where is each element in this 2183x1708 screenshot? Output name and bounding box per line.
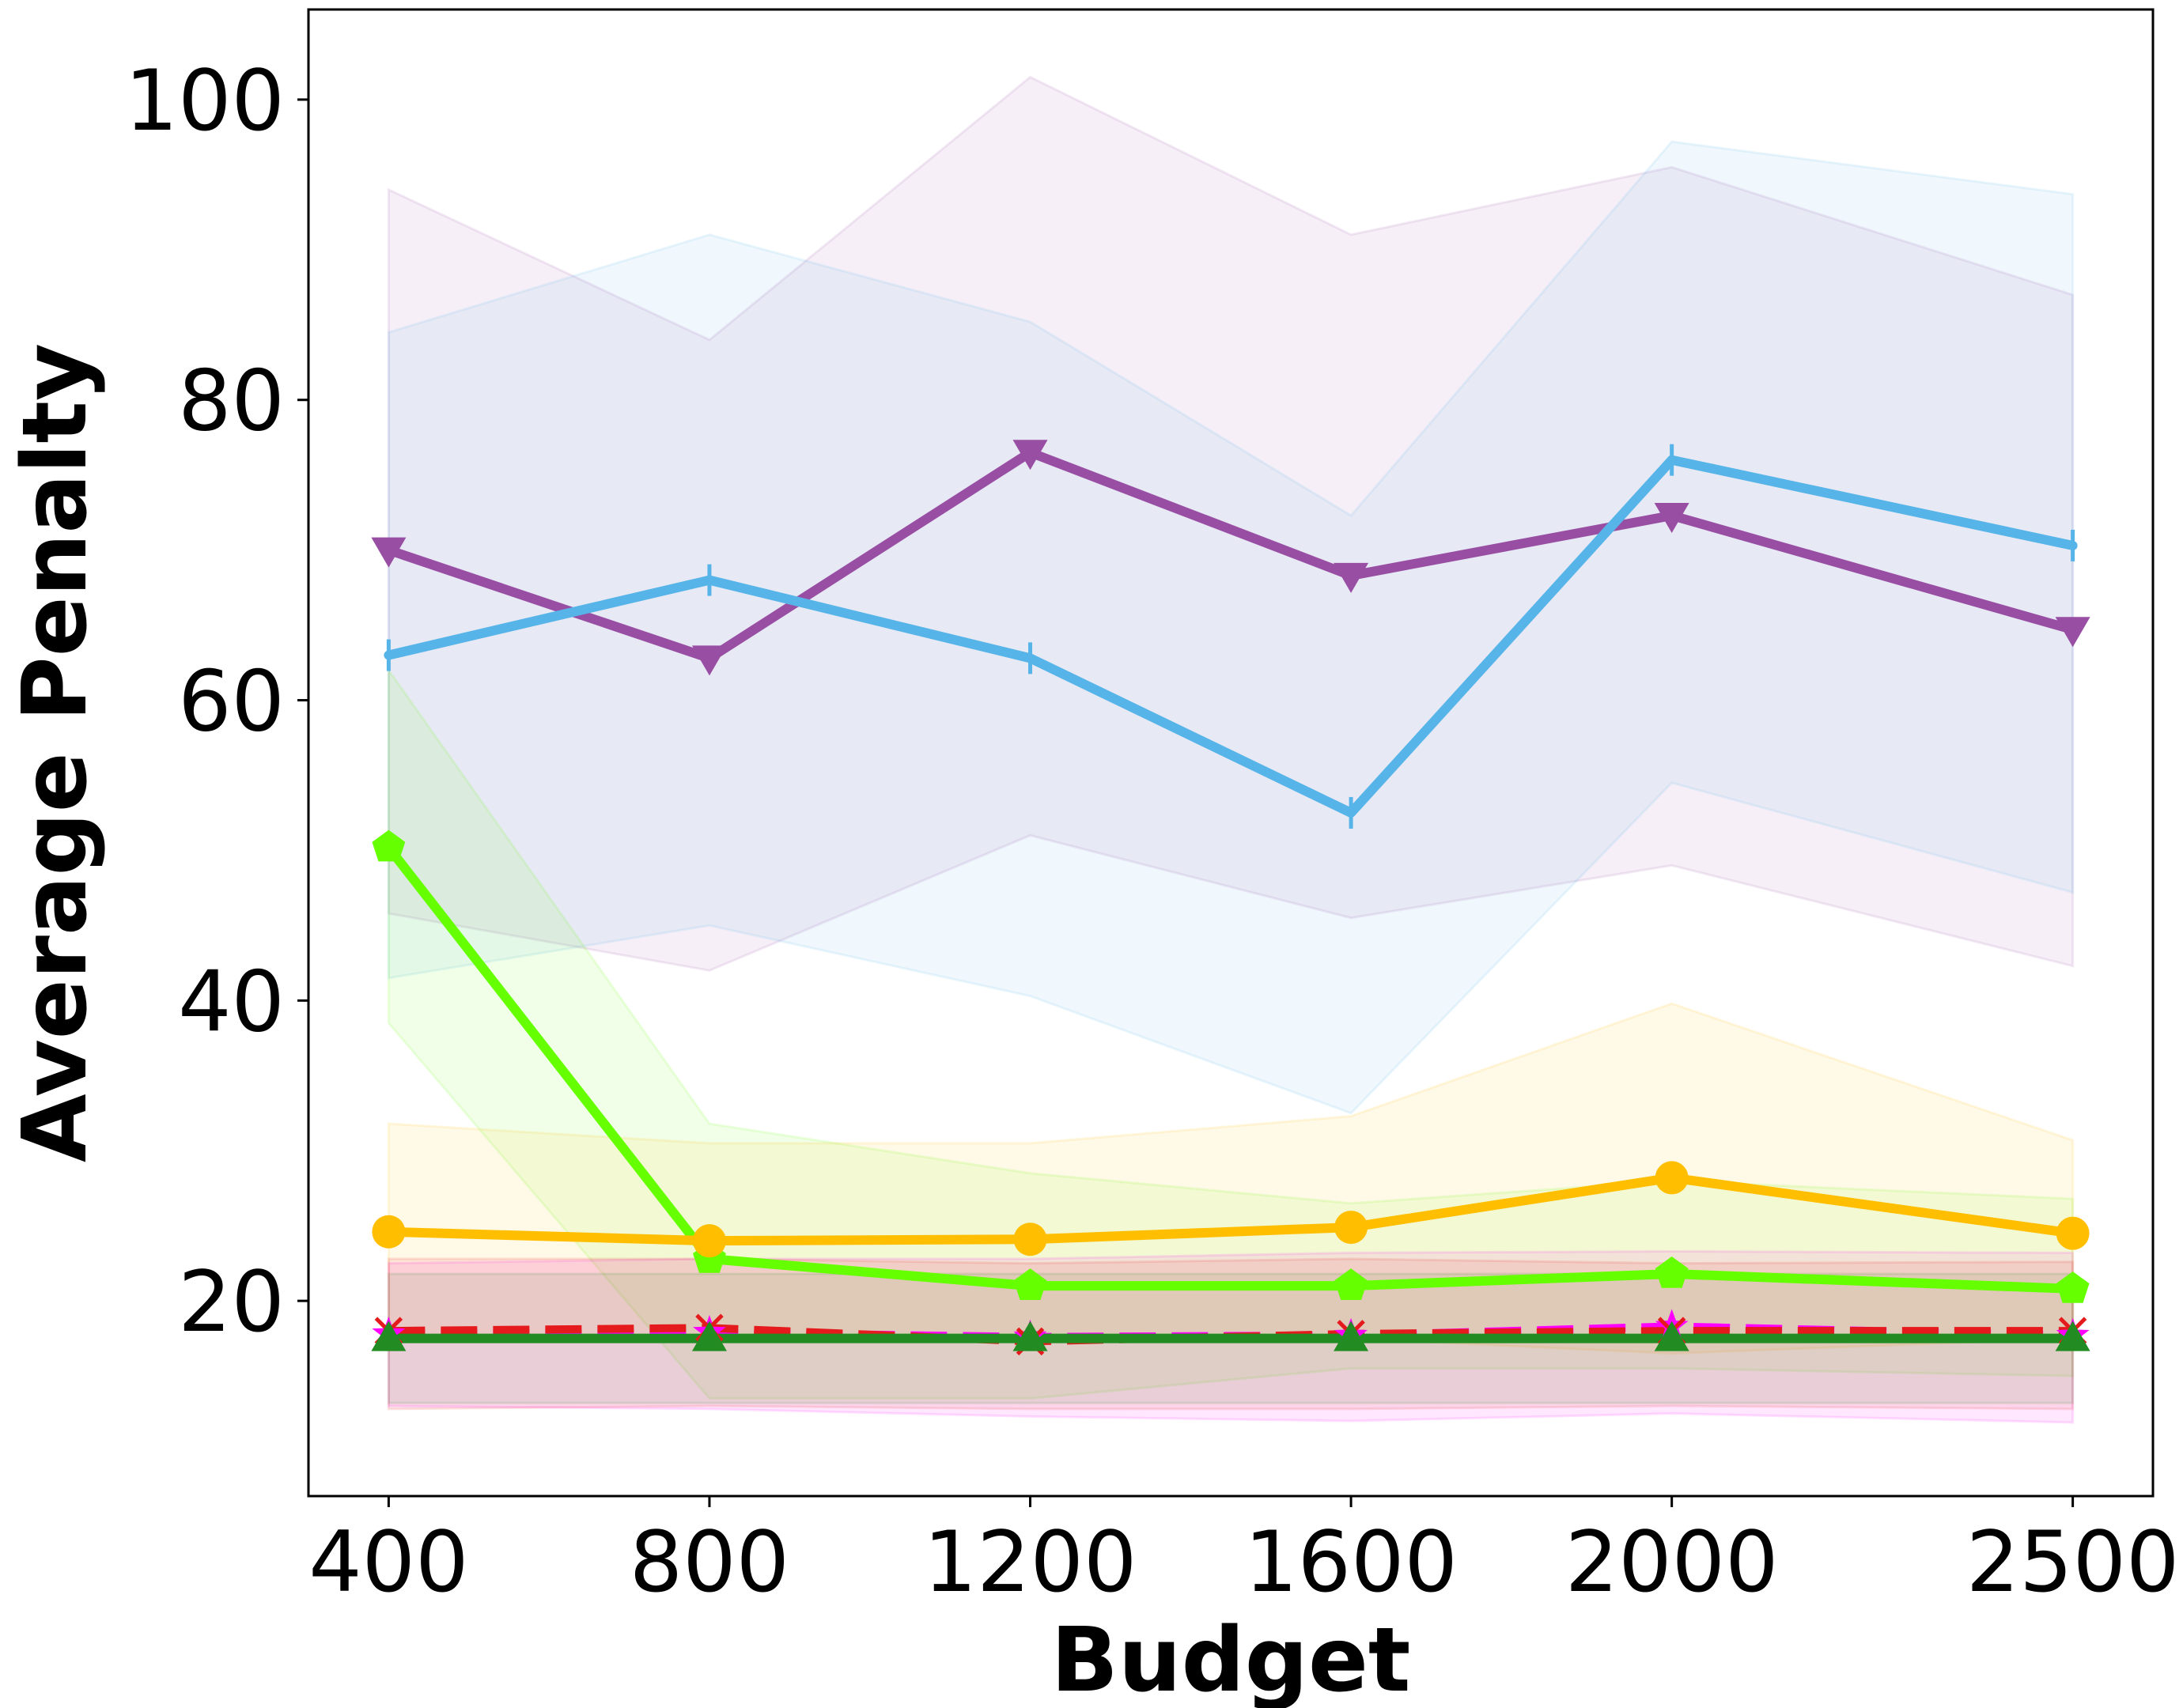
point-series-3-1200: [1013, 1268, 1047, 1300]
x-tick-label-2500: 2500: [1966, 1513, 2180, 1611]
x-tick-label-400: 400: [308, 1513, 468, 1611]
series-markers: [371, 440, 2090, 1356]
x-axis-ticks: 400 800 1200 1600 2000 2500: [308, 1496, 2179, 1611]
line-series-3: [384, 842, 2078, 1294]
point-series-1-1200: [1012, 440, 1048, 470]
band-series-1: [387, 75, 2075, 972]
y-axis-ticks: 20 40 60 80 100: [125, 52, 308, 1351]
y-tick-label-80: 80: [178, 353, 285, 450]
point-series-4-1200: [1013, 1222, 1047, 1256]
band-series-3: [387, 666, 2075, 1400]
point-series-7-2500: [2055, 1321, 2090, 1351]
point-series-1-400: [371, 537, 407, 568]
line-series-4: [384, 1173, 2078, 1246]
point-series-4-800: [692, 1224, 726, 1258]
point-series-3-2000: [1655, 1256, 1689, 1288]
point-series-3-1600: [1334, 1268, 1368, 1300]
point-series-1-1600: [1334, 562, 1369, 593]
y-axis-label: Average Penalty: [4, 343, 107, 1162]
point-series-3-2500: [2056, 1271, 2090, 1303]
point-series-7-400: [371, 1321, 407, 1351]
point-series-7-800: [691, 1321, 727, 1351]
point-series-1-800: [691, 645, 727, 676]
y-tick-label-20: 20: [178, 1253, 285, 1351]
x-axis-label: Budget: [1051, 1609, 1411, 1708]
y-tick-label-60: 60: [178, 653, 285, 750]
confidence-bands: [387, 75, 2075, 1424]
point-series-7-1200: [1012, 1321, 1048, 1351]
point-series-1-2500: [2055, 617, 2090, 648]
point-series-4-2000: [1655, 1161, 1689, 1195]
y-tick-label-40: 40: [178, 953, 285, 1050]
plot-area-frame: [307, 8, 2155, 1498]
x-tick-label-1600: 1600: [1244, 1513, 1458, 1611]
point-series-7-2000: [1654, 1321, 1689, 1351]
x-tick-label-2000: 2000: [1565, 1513, 1779, 1611]
point-series-1-2000: [1654, 502, 1689, 533]
x-tick-label-1200: 1200: [924, 1513, 1137, 1611]
point-series-3-400: [372, 829, 406, 862]
x-tick-label-800: 800: [630, 1513, 789, 1611]
band-series-2: [387, 140, 2075, 1115]
line-series-2: [384, 455, 2078, 818]
point-series-4-2500: [2056, 1216, 2090, 1250]
point-series-7-1600: [1334, 1321, 1369, 1351]
point-series-4-1600: [1334, 1211, 1368, 1245]
series-lines: [384, 448, 2078, 1346]
line-series-1: [384, 448, 2078, 663]
y-tick-label-100: 100: [125, 52, 285, 149]
point-series-4-400: [372, 1215, 406, 1249]
